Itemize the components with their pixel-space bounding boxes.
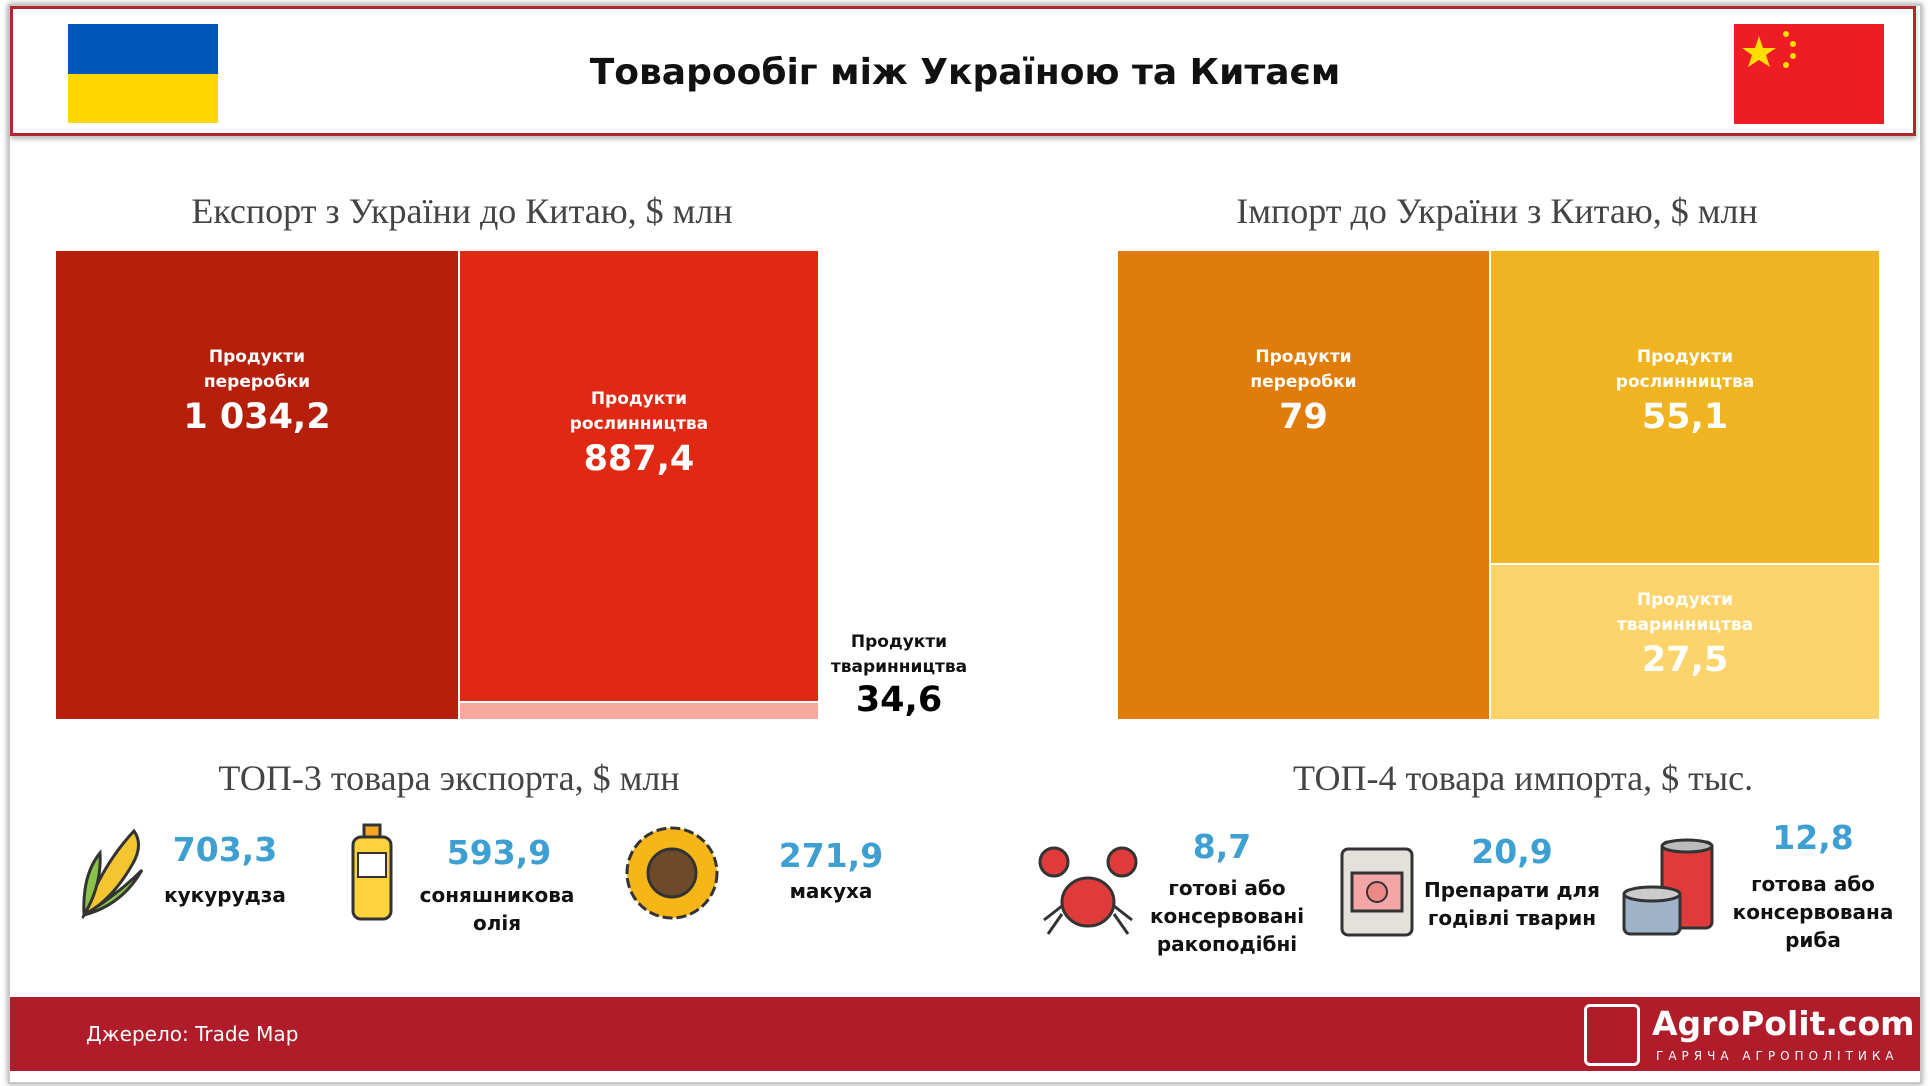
export-label: кукурудза (164, 883, 286, 907)
cell-label: Продукти тваринництва (1491, 588, 1879, 638)
cell-value: 79 (1279, 397, 1328, 437)
brand-logo (1584, 1004, 1640, 1066)
import-label: готова або консервована риба (1732, 872, 1894, 952)
import-value: 12,8 (1772, 818, 1854, 857)
cell-value: 887,4 (583, 438, 695, 479)
category-name: Продукти тваринництва (830, 632, 968, 677)
export-label: соняшникова олія (419, 883, 575, 935)
export-value: 271,9 (778, 836, 884, 875)
ukraine-flag (68, 24, 218, 123)
cell-value: 1 034,2 (183, 397, 331, 437)
cell-label: Продукти переробки (1118, 345, 1489, 395)
top-import-title: ТОП-4 товара импорта, $ тыс. (1292, 758, 1754, 798)
treemap-cell (458, 702, 819, 720)
cell-value: 27,5 (1641, 639, 1729, 680)
export-value: 593,9 (446, 833, 552, 872)
header (10, 6, 1916, 136)
export-value: 703,3 (172, 830, 278, 869)
cell-label: Продукти рослинництва (1491, 345, 1879, 395)
treemap-cell: Продукти переробки 79 (1117, 250, 1490, 720)
tagline: ГАРЯЧА АГРОПОЛІТИКА (1656, 1049, 1899, 1063)
cans-icon (1622, 838, 1714, 936)
feed-bag-icon (1340, 847, 1414, 937)
treemap-cell: Продукти рослинництва 55,1 (1490, 250, 1880, 564)
category-name: Продукти тваринництва (1616, 589, 1754, 635)
outside-label: Продукти тваринництва 34,6 (824, 630, 974, 720)
import-label: готові або консервовані ракоподібні (1149, 876, 1305, 956)
import-value: 20,9 (1471, 832, 1553, 871)
crab-icon (1038, 846, 1138, 935)
china-flag (1734, 24, 1884, 124)
export-treemap: Продукти переробки 1 034,2 Продукти рослин… (55, 250, 967, 720)
treemap-cell: Продукти переробки 1 034,2 (55, 250, 459, 720)
treemap-cell: Продукти тваринництва 27,5 (1490, 563, 1880, 720)
sunflower-icon (625, 826, 719, 920)
cell-label: Продукти рослинництва (460, 387, 818, 437)
cell-value: 55,1 (1641, 397, 1729, 438)
import-treemap: Продукти переробки 79 Продукти рослинництв… (1117, 250, 1880, 720)
category-name: Продукти переробки (1250, 347, 1357, 392)
export-title: Експорт з України до Китаю, $ млн (191, 191, 733, 231)
top-export-title: ТОП-3 товара экспорта, $ млн (218, 758, 680, 798)
import-value: 8,7 (1192, 827, 1252, 866)
oil-icon (351, 823, 393, 921)
footer (10, 997, 1920, 1071)
brand: AgroPolit.com (1652, 1004, 1915, 1043)
page-title: Товарообіг між Україною та Китаєм (589, 52, 1341, 93)
cell-value: 34,6 (855, 680, 943, 720)
category-name: Продукти рослинництва (569, 388, 709, 434)
source: Джерело: Trade Map (86, 1022, 299, 1046)
frame (8, 4, 1922, 1084)
cell-label: Продукти переробки (56, 345, 458, 395)
import-title: Імпорт до України з Китаю, $ млн (1236, 191, 1758, 231)
category-name: Продукти переробки (203, 347, 311, 392)
import-label: Препарати для годівлі тварин (1424, 878, 1600, 930)
treemap-cell: Продукти рослинництва 887,4 (458, 250, 819, 703)
category-name: Продукти рослинництва (1615, 347, 1755, 393)
export-label: макуха (789, 879, 873, 903)
corn-icon (81, 828, 144, 919)
